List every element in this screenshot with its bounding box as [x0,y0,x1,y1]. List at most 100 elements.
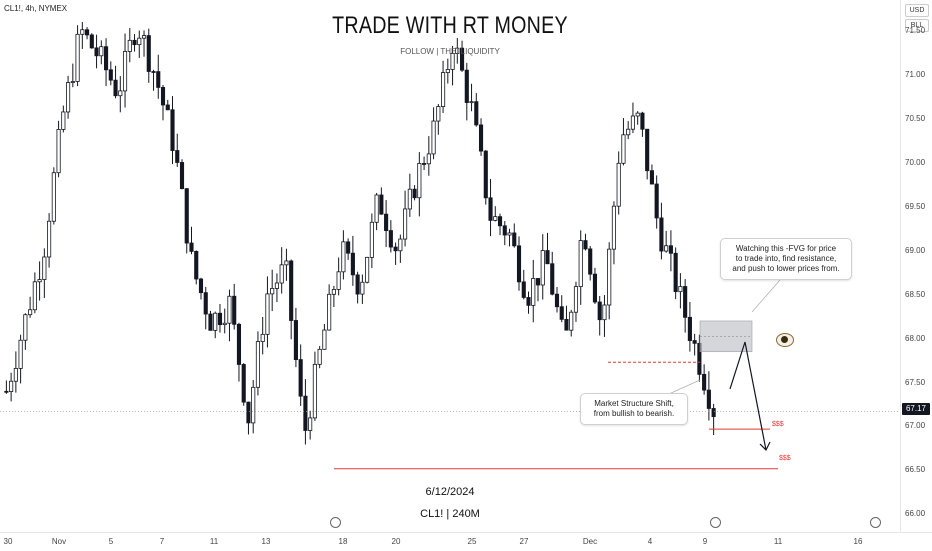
candle-body [175,150,180,163]
candle-body [146,35,151,72]
candle-body [635,112,640,117]
candle-body [640,112,645,130]
candle-body [331,289,336,295]
candle-body [303,395,308,431]
mss-callout[interactable]: Market Structure Shift, from bullish to … [580,393,688,425]
price-tick: 71.00 [905,69,926,79]
currency-unit-button[interactable]: BLL [905,19,929,32]
price-tick: 67.00 [905,421,926,431]
candle-body [441,72,446,107]
candle-body [702,373,707,391]
candle-body [341,241,346,273]
date-label: 6/12/2024 [425,486,475,498]
candle-body [516,245,522,283]
price-tick: 69.00 [905,245,926,255]
candle-body [255,341,261,388]
candle-body [659,217,664,252]
candle-body [412,188,417,199]
candle-body [365,256,370,283]
candle-body [217,312,223,326]
candle-body [526,297,531,306]
candle-body [189,242,194,252]
candle-body [222,322,227,326]
candle-body [108,69,113,81]
candle-body [578,240,583,288]
candle-body [160,87,166,106]
candle-body [649,170,654,185]
candle-body [407,188,412,210]
time-tick: 13 [261,537,271,546]
candle-body [198,278,204,294]
candlestick-chart[interactable] [0,0,900,532]
time-tick: 4 [647,537,653,546]
candle-body [540,250,545,286]
candle-body [483,150,488,199]
candle-body [32,281,37,311]
session-arrow-icon[interactable] [870,517,881,528]
candle-body [179,162,185,190]
time-tick: 20 [391,537,401,546]
candle-body [687,316,692,341]
candle-body [213,312,218,331]
candle-body [156,71,161,88]
candle-body [597,301,602,321]
candle-body [592,273,598,303]
candle-body [246,401,251,424]
fvg-note-line-2: to trade into, find resistance, [735,254,837,263]
candle-body [232,295,237,325]
candle-body [346,241,351,254]
candle-body [588,248,593,275]
candle-body [260,333,265,342]
candle-body [583,240,588,250]
candle-body [312,363,317,419]
candle-body [464,69,469,103]
candle-body [417,163,422,199]
candle-body [559,306,564,320]
candle-body [184,188,189,244]
time-tick: 27 [519,537,529,546]
fvg-note-line-3: and push to lower prices from. [732,264,840,273]
candle-body [711,408,716,418]
candle-body [616,162,621,207]
symbol-info[interactable]: CL1!, 4h, NYMEX [4,4,68,13]
candle-body [70,81,75,83]
candle-body [308,417,313,431]
price-tick: 66.50 [905,465,926,475]
candle-body [103,46,109,71]
fvg-callout[interactable]: Watching this -FVG for price to trade in… [720,238,852,280]
candle-body [279,264,284,284]
candle-body [683,286,688,318]
candle-body [445,69,450,73]
liquidity-label-2: $$$ [779,455,791,462]
price-tick: 69.50 [905,201,926,211]
candle-body [431,120,436,155]
candle-body [170,109,175,151]
candle-body [141,35,147,39]
session-arrow-icon[interactable] [330,517,341,528]
candle-body [455,47,460,54]
candle-body [289,260,294,321]
price-axis[interactable]: USD BLL 71.50 71.00 70.50 70.00 69.50 69.00 68… [900,0,932,532]
candle-body [51,172,56,222]
price-tick: 70.00 [905,157,926,167]
candle-body [127,39,132,52]
candle-body [350,252,355,276]
candle-body [507,232,512,236]
candle-body [23,314,28,341]
candle-body [137,37,142,46]
candle-body [678,286,683,293]
candle-body [4,390,9,393]
candle-body [626,128,631,136]
currency-usd-button[interactable]: USD [905,4,929,17]
time-tick: 9 [702,537,708,546]
candle-body [531,278,536,306]
candle-body [118,90,123,97]
candle-body [284,260,289,266]
candle-body [403,208,408,240]
candle-body [426,153,431,165]
lightning-icon[interactable] [710,517,721,528]
time-axis[interactable]: 30 Nov 5 7 11 13 18 20 25 27 Dec 4 9 11 16 [0,532,932,551]
price-tick: 66.00 [905,509,926,519]
candle-body [393,246,398,252]
eye-pupil [781,336,788,343]
